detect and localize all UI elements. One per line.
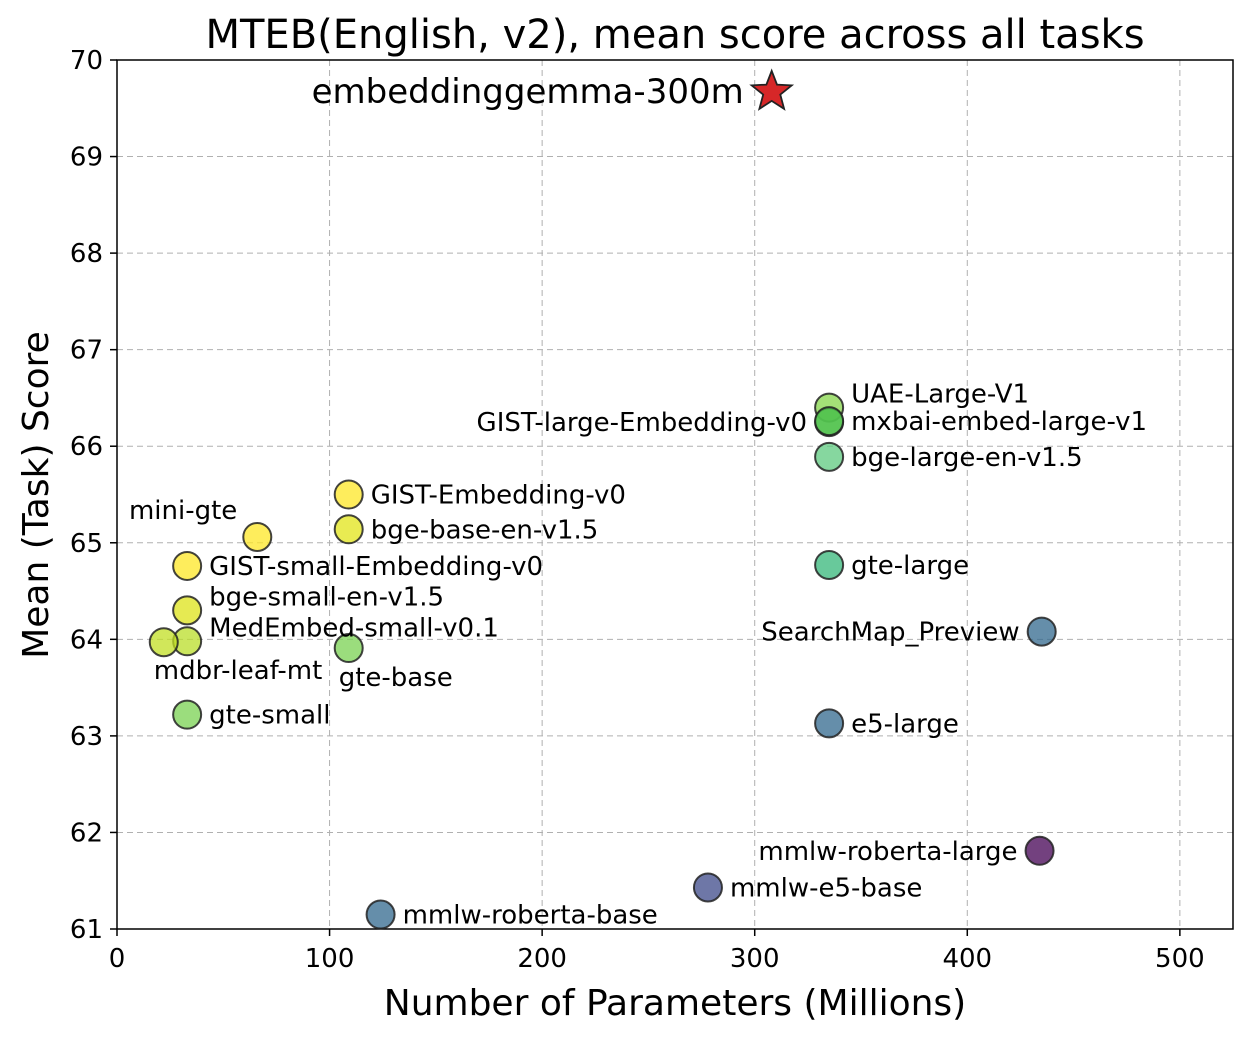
grid [116,59,1233,930]
x-tick-label: 200 [517,944,567,974]
label-bge-base-en-v1-5: bge-base-en-v1.5 [371,515,599,545]
label-bge-large-en-v1-5: bge-large-en-v1.5 [851,443,1083,473]
label-uae-large-v1: UAE-Large-V1 [851,380,1029,410]
label-mxbai-embed-large-v1: mxbai-embed-large-v1 [851,407,1147,437]
x-axis-label: Number of Parameters (Millions) [384,983,966,1024]
chart-title: MTEB(English, v2), mean score across all… [205,12,1144,58]
x-tick-label: 300 [730,944,780,974]
point-gist-embedding-v0 [333,479,364,510]
label-mmlw-roberta-large: mmlw-roberta-large [758,837,1017,867]
y-tick-label: 62 [70,818,103,848]
data-points [148,68,1057,930]
point-mmlw-roberta-large [1024,835,1055,866]
y-tick-label: 67 [70,336,103,366]
y-tick-label: 64 [70,625,103,655]
label-gte-base: gte-base [339,663,453,693]
point-gte-large [814,549,845,580]
label-mmlw-roberta-base: mmlw-roberta-base [403,901,658,931]
label-gist-large-embedding-v0: GIST-large-Embedding-v0 [477,408,808,438]
label-searchmap-preview: SearchMap_Preview [761,618,1019,648]
y-tick-label: 66 [70,432,103,462]
point-gte-base [333,633,364,664]
point-mini-gte [242,521,273,552]
y-tick-label: 70 [70,46,103,76]
label-gist-small-embedding-v0: GIST-small-Embedding-v0 [209,552,543,582]
y-tick-label: 69 [70,143,103,173]
point-mxbai-embed-large-v1 [814,406,845,437]
point-embeddinggemma-300m [749,68,795,111]
x-tick-label: 500 [1155,944,1205,974]
y-tick-label: 63 [70,722,103,752]
point-searchmap-preview [1026,616,1057,647]
point-bge-large-en-v1-5 [814,441,845,472]
data-labels: embeddinggemma-300m UAE-Large-V1 GIST-larg… [129,72,1147,931]
point-mmlw-roberta-base [365,899,396,930]
y-tick-label: 65 [70,529,103,559]
y-tick-label: 61 [70,915,103,945]
label-mdbr-leaf-mt: mdbr-leaf-mt [154,656,323,686]
y-tick-label: 68 [70,239,103,269]
axis-ticks: 0 100 200 300 400 500 61 62 63 64 65 66 67 68 69 70 [70,46,1205,974]
point-bge-small-en-v1-5 [172,595,203,626]
x-tick-label: 400 [942,944,992,974]
label-gte-small: gte-small [209,701,330,731]
x-tick-label: 0 [109,944,126,974]
point-e5-large [814,708,845,739]
label-gte-large: gte-large [851,551,969,581]
point-gte-small [172,699,203,730]
label-e5-large: e5-large [851,709,959,739]
label-medembed-small-v0-1: MedEmbed-small-v0.1 [209,613,499,643]
point-bge-base-en-v1-5 [333,514,364,545]
point-mdbr-leaf-mt [148,627,179,658]
point-mmlw-e5-base [692,872,723,903]
label-gist-embedding-v0: GIST-Embedding-v0 [371,481,626,511]
label-mini-gte: mini-gte [129,496,237,526]
label-embeddinggemma-300m: embeddinggemma-300m [312,72,744,112]
label-bge-small-en-v1-5: bge-small-en-v1.5 [209,582,444,612]
y-axis-label: Mean (Task) Score [16,331,57,659]
plot-frame [116,59,1234,930]
x-tick-label: 100 [305,944,355,974]
label-mmlw-e5-base: mmlw-e5-base [730,873,922,903]
point-gist-small-embedding-v0 [172,550,203,581]
